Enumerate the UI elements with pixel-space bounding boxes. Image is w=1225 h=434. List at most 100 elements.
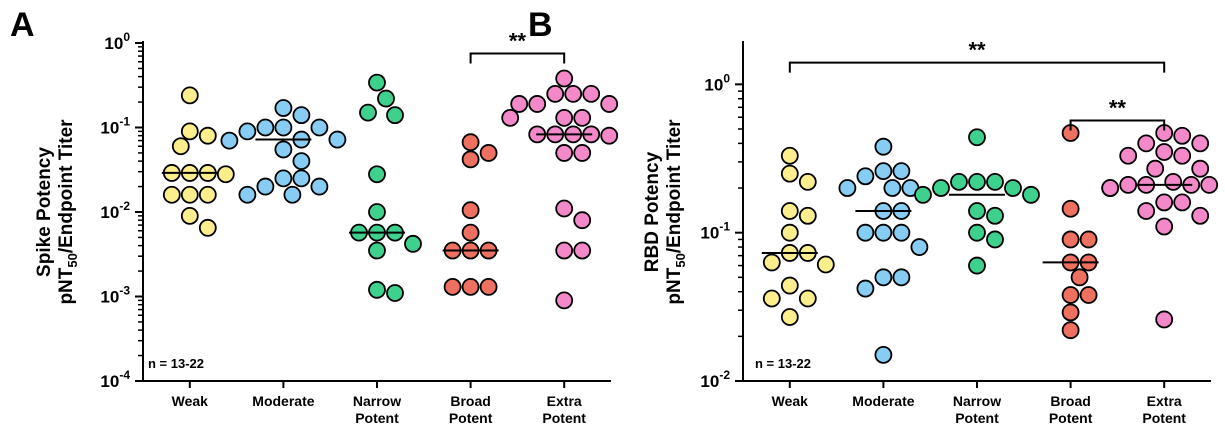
data-point xyxy=(573,211,592,230)
y-tick-label: 10-1 xyxy=(700,220,730,243)
data-point xyxy=(220,131,239,150)
data-point xyxy=(479,144,498,162)
data-point xyxy=(582,84,601,103)
data-point xyxy=(1070,268,1089,287)
data-point xyxy=(368,203,386,221)
data-point xyxy=(256,177,275,196)
significance-bracket xyxy=(788,61,1166,73)
data-point xyxy=(573,108,592,127)
x-tick-label: Potent xyxy=(355,410,399,426)
data-point xyxy=(874,268,893,287)
data-point xyxy=(238,185,257,204)
data-point xyxy=(180,185,199,204)
significance-label: ** xyxy=(1109,96,1127,121)
x-tick-label: Extra xyxy=(1147,393,1182,409)
data-point xyxy=(1173,146,1192,165)
data-point xyxy=(1079,286,1098,304)
data-point xyxy=(256,118,275,137)
x-tick-label: Weak xyxy=(772,393,809,409)
data-point xyxy=(180,206,199,225)
significance-label: ** xyxy=(509,29,527,54)
data-point xyxy=(180,122,199,141)
data-point xyxy=(1137,134,1156,153)
y-tick-label: 10-3 xyxy=(100,284,130,307)
data-point xyxy=(762,253,781,272)
data-point xyxy=(443,277,462,296)
x-tick-label: Weak xyxy=(172,393,209,409)
significance-label: ** xyxy=(968,38,986,63)
data-point xyxy=(501,108,520,127)
data-point xyxy=(914,185,932,204)
data-point xyxy=(461,150,480,169)
data-point xyxy=(1173,126,1192,145)
data-point xyxy=(198,218,217,237)
data-point xyxy=(461,201,480,220)
data-point xyxy=(798,172,817,191)
data-point xyxy=(780,223,799,242)
data-point xyxy=(461,133,480,152)
data-point xyxy=(1191,134,1210,153)
data-point xyxy=(368,241,386,260)
data-point xyxy=(1164,172,1183,191)
data-point xyxy=(274,118,293,137)
data-point xyxy=(283,185,302,204)
data-point xyxy=(274,140,293,159)
data-point xyxy=(1061,321,1080,340)
data-point xyxy=(780,146,799,165)
data-point xyxy=(461,223,480,242)
data-point xyxy=(216,165,235,184)
x-tick-label: Broad xyxy=(1050,393,1090,409)
data-point xyxy=(986,230,1004,249)
x-tick-label: Moderate xyxy=(852,393,914,409)
data-point xyxy=(892,162,911,181)
data-point xyxy=(1137,202,1156,220)
data-point xyxy=(1191,159,1210,178)
data-point xyxy=(780,202,799,220)
data-point xyxy=(310,177,329,196)
n-label: n = 13-22 xyxy=(148,356,204,371)
data-point xyxy=(292,169,311,188)
data-point xyxy=(1119,146,1138,165)
data-point xyxy=(968,128,986,147)
data-point xyxy=(838,179,857,197)
y-tick-label: 100 xyxy=(704,71,730,94)
data-point xyxy=(555,108,574,127)
data-point xyxy=(1061,199,1080,218)
panel-a: A 100 10-1 10-2 10-3 10-4 Spike PotencypNT50/E… xyxy=(10,6,619,426)
data-point xyxy=(546,84,565,103)
data-point xyxy=(359,103,377,122)
data-point xyxy=(171,137,190,156)
data-point xyxy=(555,144,574,162)
x-tick-label: Potent xyxy=(449,410,493,426)
data-point xyxy=(600,126,619,145)
data-point xyxy=(292,152,311,171)
x-tick-label: Potent xyxy=(1049,410,1093,426)
data-point xyxy=(1119,175,1138,194)
data-point xyxy=(874,345,893,364)
data-point xyxy=(310,118,329,137)
panel-b: B 100 10-1 10-2 RBD PotencypNT50/Endpoint Ti… xyxy=(528,6,1219,426)
data-point xyxy=(798,289,817,308)
data-point xyxy=(1155,217,1174,236)
x-tick-label: Narrow xyxy=(953,393,1001,409)
data-point xyxy=(874,223,893,242)
y-tick-label: 10-2 xyxy=(100,199,130,222)
x-tick-label: Potent xyxy=(1142,410,1186,426)
data-point xyxy=(986,206,1004,225)
data-point xyxy=(461,277,480,296)
data-point xyxy=(600,95,619,113)
data-point xyxy=(479,277,498,296)
data-point xyxy=(1200,175,1219,194)
data-point xyxy=(386,106,404,125)
data-point xyxy=(274,169,293,188)
data-point xyxy=(780,164,799,183)
data-point xyxy=(798,206,817,225)
data-point xyxy=(1079,230,1098,249)
data-point xyxy=(874,162,893,181)
data-point xyxy=(238,122,257,141)
data-point xyxy=(986,172,1004,191)
data-point xyxy=(1101,179,1120,197)
data-point xyxy=(932,179,950,197)
data-point xyxy=(968,172,986,191)
data-point xyxy=(368,280,386,299)
